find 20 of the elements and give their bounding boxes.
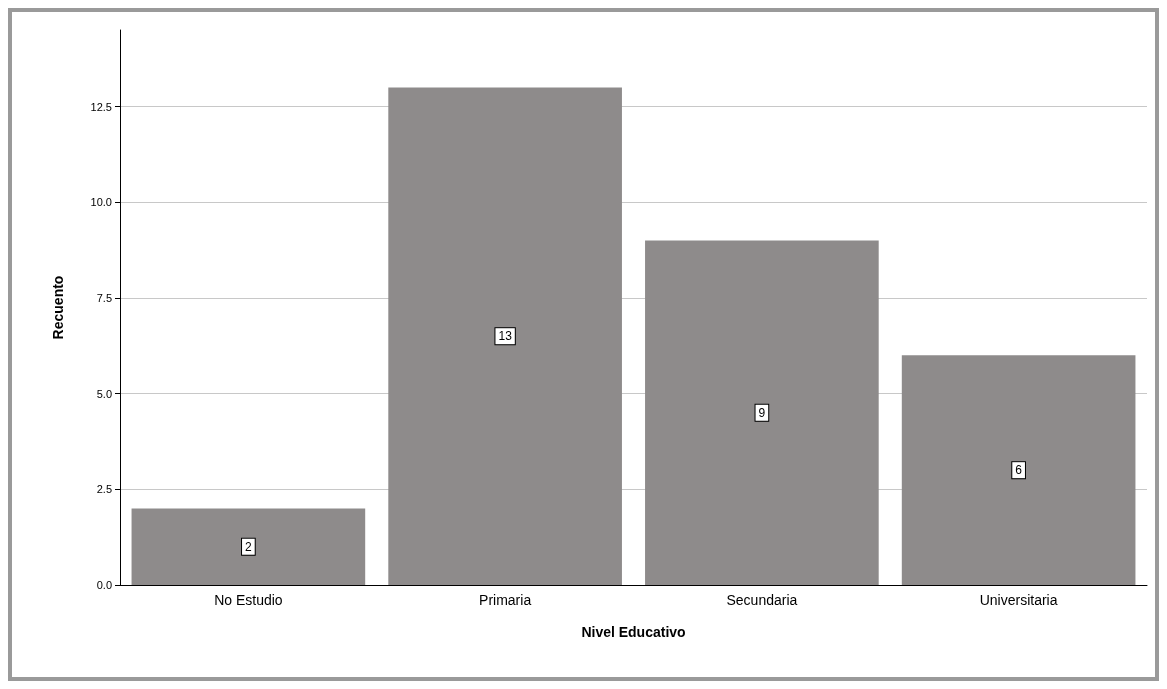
y-tick-label: 5.0 bbox=[96, 387, 112, 400]
y-tick-label: 0.0 bbox=[96, 579, 112, 591]
data-label: 2 bbox=[245, 539, 253, 554]
bar bbox=[901, 355, 1136, 585]
x-axis-title: Nivel Educativo bbox=[581, 624, 686, 640]
data-label: 9 bbox=[758, 405, 766, 420]
x-tick-label: Secundaria bbox=[726, 592, 798, 608]
y-tick-label: 10.0 bbox=[90, 196, 112, 209]
bar bbox=[645, 240, 879, 585]
y-tick-label: 7.5 bbox=[96, 291, 112, 304]
bar bbox=[388, 87, 622, 585]
x-tick-label: Universitaria bbox=[979, 592, 1058, 608]
y-tick-label: 2.5 bbox=[96, 483, 112, 496]
x-tick-label: No Estudio bbox=[214, 592, 283, 608]
y-axis-title: Recuento bbox=[50, 275, 66, 340]
bar bbox=[131, 508, 366, 585]
data-label: 13 bbox=[498, 329, 513, 344]
data-label: 6 bbox=[1015, 463, 1023, 478]
x-tick-label: Primaria bbox=[479, 592, 532, 608]
y-tick-label: 12.5 bbox=[90, 100, 112, 113]
